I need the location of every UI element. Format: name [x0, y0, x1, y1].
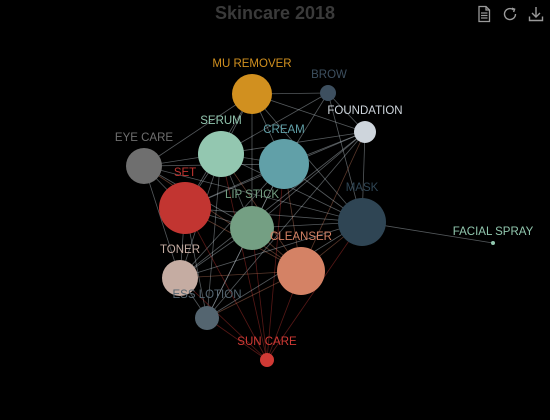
nodes-layer	[126, 74, 495, 367]
edge-serum-ess-lotion	[206, 153, 222, 319]
node-label-foundation: FOUNDATION	[327, 105, 402, 117]
node-label-ess-lotion: ESS LOTION	[172, 289, 241, 301]
edge-serum-mask	[220, 153, 363, 223]
node-sun-care[interactable]	[260, 353, 274, 367]
node-foundation[interactable]	[354, 121, 376, 143]
edge-eye-care-toner	[143, 165, 181, 279]
node-label-lip-stick: LIP STICK	[225, 189, 279, 201]
edge-foundation-cleanser	[300, 131, 366, 272]
edge-foundation-ess-lotion	[206, 131, 366, 319]
node-cleanser[interactable]	[277, 247, 325, 295]
download-icon[interactable]	[526, 4, 546, 24]
edge-mask-toner	[179, 221, 363, 279]
document-icon[interactable]	[474, 4, 494, 24]
node-eye-care[interactable]	[126, 148, 162, 184]
node-mu-remover[interactable]	[232, 74, 272, 114]
node-label-toner: TONER	[160, 244, 200, 256]
edge-set-sun-care	[184, 207, 268, 361]
node-label-facial-spray: FACIAL SPRAY	[453, 226, 534, 238]
node-label-cleanser: CLEANSER	[270, 231, 332, 243]
node-label-eye-care: EYE CARE	[115, 132, 173, 144]
edge-foundation-toner	[179, 131, 366, 279]
labels-layer: MU REMOVER BROW FOUNDATION EYE CARE SERUM CRE…	[115, 58, 534, 348]
node-serum[interactable]	[198, 131, 244, 177]
node-cream[interactable]	[259, 139, 309, 189]
edge-cream-sun-care	[266, 163, 285, 361]
edge-set-mask	[184, 207, 363, 223]
node-label-mask: MASK	[346, 182, 379, 194]
edge-mu-remover-eye-care	[143, 93, 253, 167]
node-label-cream: CREAM	[263, 124, 305, 136]
node-brow[interactable]	[320, 85, 336, 101]
node-mask[interactable]	[338, 198, 386, 246]
edge-foundation-lip-stick	[251, 131, 366, 229]
edge-toner-sun-care	[179, 277, 268, 361]
node-toner[interactable]	[162, 260, 198, 296]
node-label-serum: SERUM	[200, 115, 242, 127]
edge-lip-stick-sun-care	[251, 227, 268, 361]
chart-toolbar	[474, 4, 546, 24]
node-label-mu-remover: MU REMOVER	[212, 58, 291, 70]
node-facial-spray[interactable]	[491, 241, 495, 245]
edge-eye-care-cleanser	[143, 165, 302, 272]
edge-ess-lotion-sun-care	[206, 317, 268, 361]
node-set[interactable]	[159, 182, 211, 234]
edge-mask-sun-care	[266, 221, 363, 361]
node-label-brow: BROW	[311, 69, 347, 81]
edge-eye-care-mask	[143, 165, 363, 223]
refresh-icon[interactable]	[500, 4, 520, 24]
node-label-sun-care: SUN CARE	[237, 336, 297, 348]
node-label-set: SET	[174, 167, 196, 179]
node-ess-lotion[interactable]	[195, 306, 219, 330]
node-lip-stick[interactable]	[230, 206, 274, 250]
edge-serum-sun-care	[220, 153, 268, 361]
chart-title: Skincare 2018	[214, 3, 336, 23]
